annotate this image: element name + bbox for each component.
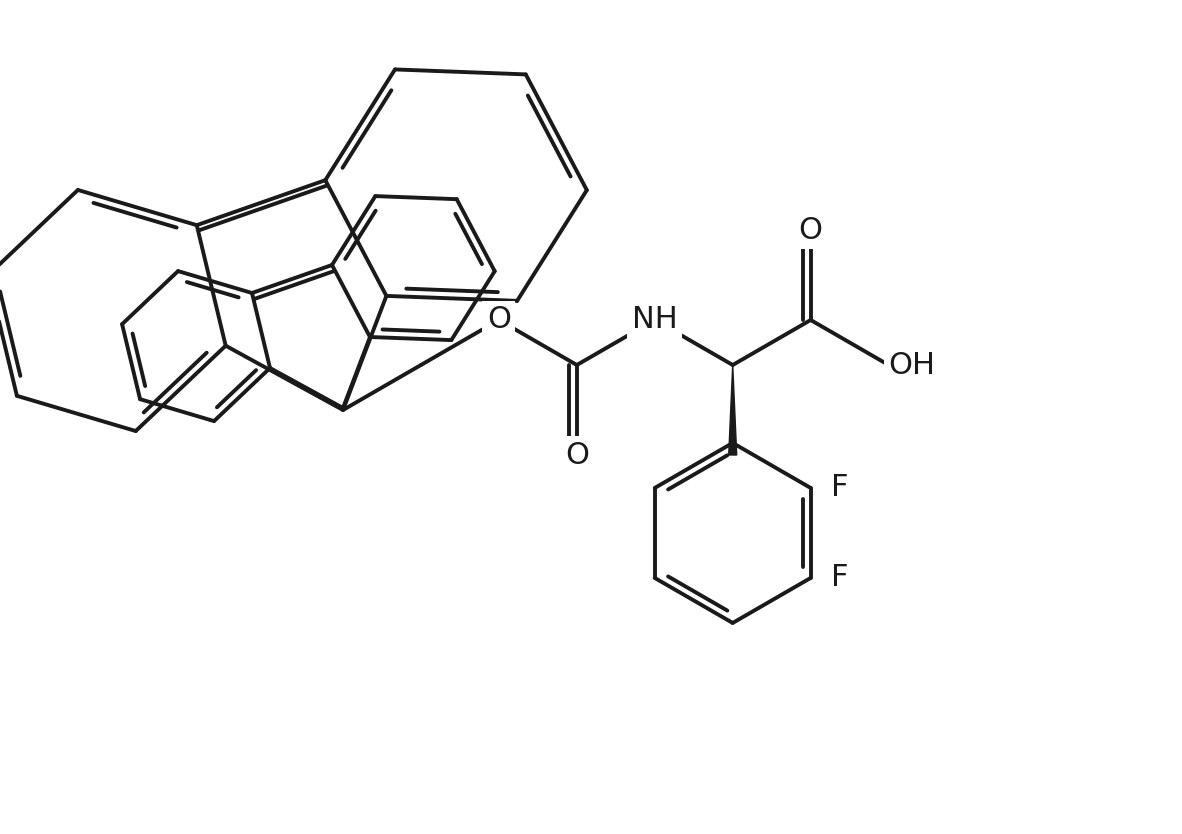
Text: O: O <box>799 215 823 244</box>
Polygon shape <box>729 365 736 455</box>
Text: O: O <box>565 440 589 470</box>
Text: O: O <box>487 305 511 334</box>
Text: F: F <box>831 474 849 502</box>
Text: NH: NH <box>632 305 677 334</box>
Text: OH: OH <box>889 350 936 379</box>
Text: F: F <box>831 564 849 592</box>
